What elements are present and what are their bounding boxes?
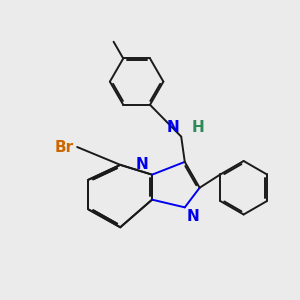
Text: N: N [167, 120, 180, 135]
Text: Br: Br [55, 140, 74, 154]
Text: N: N [186, 209, 199, 224]
Text: H: H [192, 120, 204, 135]
Text: N: N [136, 157, 148, 172]
